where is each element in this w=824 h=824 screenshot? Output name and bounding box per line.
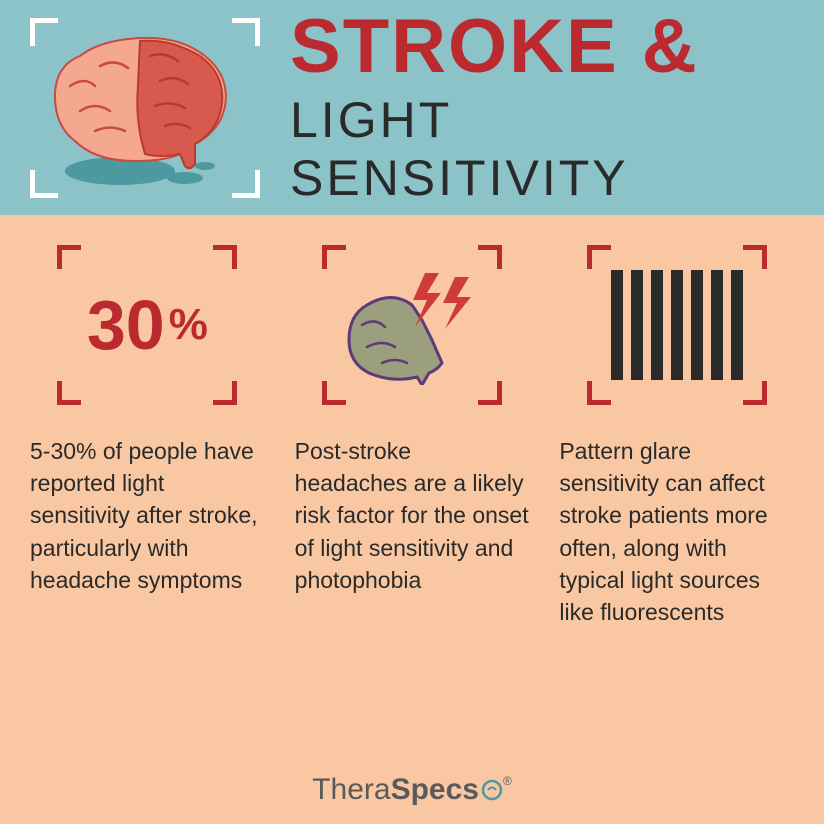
column-1: 30% 5-30% of people have reported light … [30,245,265,753]
headache-brain-icon [337,265,487,385]
lens-icon [481,775,503,809]
title-line-2: LIGHT SENSITIVITY [290,91,794,207]
title-block: STROKE & LIGHT SENSITIVITY [290,9,794,207]
column-2-text: Post-stroke headaches are a likely risk … [295,435,530,596]
header-banner: STROKE & LIGHT SENSITIVITY [0,0,824,215]
column-1-text: 5-30% of people have reported light sens… [30,435,265,596]
stat-number: 30 [87,290,165,360]
pattern-bars-frame [587,245,767,405]
pattern-bars-icon [611,270,743,380]
column-3-text: Pattern glare sensitivity can affect str… [559,435,794,628]
title-line-1: STROKE & [290,9,794,85]
hero-brain-frame [30,18,260,198]
brand-part-1: Thera [312,773,390,806]
headache-brain-frame [322,245,502,405]
column-2: Post-stroke headaches are a likely risk … [295,245,530,753]
registered-mark: ® [503,774,512,788]
stat-frame: 30% [57,245,237,405]
brain-icon [40,26,250,196]
column-3: Pattern glare sensitivity can affect str… [559,245,794,753]
brand-part-2: Specs [391,773,479,806]
body-section: 30% 5-30% of people have reported light … [0,215,824,824]
footer-brand: TheraSpecs ® [30,753,794,809]
stat-percent-icon: % [169,300,208,350]
